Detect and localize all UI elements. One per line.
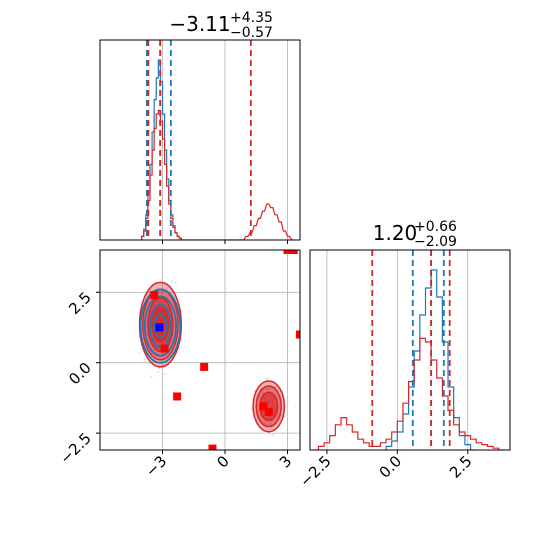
scatter-point [286,399,289,403]
panel-x-histogram [99,39,301,244]
tick-label-y-1: 0.0 [65,359,95,389]
frame-x-histogram [99,39,301,241]
scatter-point [271,434,275,437]
scatter-point [150,375,153,378]
title-y-param: 1.20 [373,221,418,245]
scatter-point [250,407,253,410]
sample-red-square-1 [160,344,169,353]
histogram-x-red [141,109,294,240]
scatter-point [158,367,161,370]
contour-blue-0-1 [143,295,177,357]
scatter-point [170,280,174,283]
scatter-point [172,329,176,333]
scatter-point [155,351,158,354]
panel-y-histogram [309,249,511,454]
title-y-minus: −2.09 [414,234,457,250]
scatter-point [256,404,259,407]
contour-blue-0-0 [139,288,182,364]
sample-red-square-6 [264,407,273,416]
title-x-plus: +4.35 [230,10,273,26]
contour-blue-0-3 [153,313,168,339]
sample-red-square-9 [296,330,300,339]
scatter-point [270,422,273,425]
scatter-point [277,413,280,416]
scatter-point [156,370,160,373]
histogram-y-red [312,337,505,450]
tick-label-x-0: −3 [142,452,170,480]
sample-red-square-8 [289,250,298,254]
frame-y-histogram [309,249,511,451]
tick-label-yhist-0: −2.5 [296,452,334,490]
scatter-point [148,363,151,366]
sample-blue-square-0 [155,323,164,332]
sample-red-square-4 [208,444,217,450]
frame-2d-density [99,249,301,451]
scatter-point [265,378,268,381]
scatter-point [268,432,272,435]
tick-label-x-1: 0 [213,452,232,471]
sample-red-square-5 [259,402,268,411]
scatter-point [257,409,260,412]
tick-label-y-2: 2.5 [65,288,95,318]
title-x-minus: −0.57 [230,25,273,41]
tick-label-y-0: −2.5 [56,429,94,467]
tick-label-x-2: 3 [276,452,295,471]
title-x-param: −3.11 [169,12,230,36]
scatter-point [143,358,146,361]
scatter-point [166,295,169,298]
title-y-median: 1.20 [373,221,418,245]
scatter-point [138,352,141,355]
histogram-y-clip [312,269,505,450]
sample-red-square-2 [200,362,209,371]
scatter-point [174,281,177,284]
sample-red-square-7 [283,250,292,254]
sample-red-square-3 [173,392,182,401]
scatter-point [268,387,271,390]
scatter-point [277,389,280,392]
scatter-point [261,391,264,394]
scatter-point [267,422,270,425]
scatter-point [172,333,175,336]
histogram-x-clip [141,59,294,240]
contour-blue-0-2 [149,304,172,349]
scatter-point [161,291,164,294]
scatter-point [164,372,167,376]
panel-2d-density [96,249,301,454]
sample-red-square-0 [150,291,159,300]
scatter-point [273,420,276,424]
title-y-plus: +0.66 [414,219,457,235]
scatter-point [274,385,277,388]
scatter-point [275,416,278,419]
scatter-point [259,414,262,417]
density-clip [138,250,300,450]
scatter-point [269,427,272,430]
tick-label-yhist-1: 0.0 [376,452,406,482]
title-x-median: −3.11 [169,12,230,36]
tick-label-yhist-2: 2.5 [446,452,476,482]
